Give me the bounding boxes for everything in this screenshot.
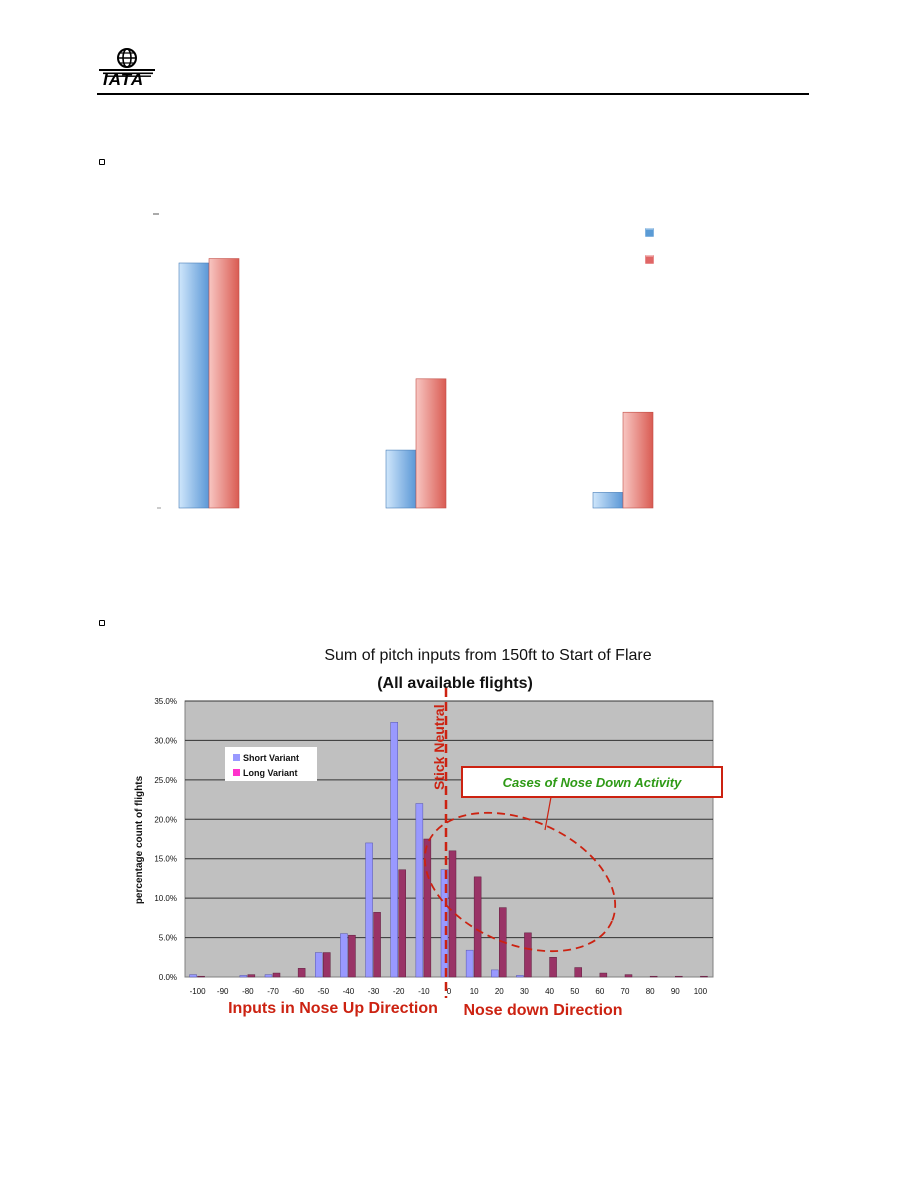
bar-long--10 [423, 838, 432, 978]
y-axis-label: percentage count of flights [134, 775, 145, 904]
legend-swatch-1 [644, 227, 655, 238]
x-tick-label: -10 [418, 987, 430, 996]
bar-long--50 [323, 952, 331, 978]
bullet-marker [99, 620, 105, 626]
x-tick-label: 10 [470, 987, 479, 996]
legend-label: Long Variant [243, 768, 298, 778]
legend-swatch-short [233, 754, 240, 761]
callout-box [461, 766, 723, 798]
bar-long--100 [197, 975, 205, 978]
chart-title: Sum of pitch inputs from 150ft to Start … [324, 647, 651, 664]
comparison-bar-chart [153, 213, 655, 509]
legend-label: Short Variant [243, 753, 299, 763]
bar-short-20 [491, 969, 499, 978]
x-tick-label: 70 [621, 987, 630, 996]
x-tick-label: 20 [495, 987, 504, 996]
y-tick-label: 20.0% [154, 815, 177, 824]
y-tick-label: 35.0% [154, 697, 177, 706]
y-tick-label: 15.0% [154, 855, 177, 864]
bar-short--10 [415, 803, 424, 978]
x-tick-label: 50 [570, 987, 579, 996]
bar-short--20 [390, 722, 398, 978]
iata-logo: IATA [97, 46, 157, 90]
x-tick-label: -70 [267, 987, 279, 996]
bar-series2-group1 [208, 258, 240, 509]
bar-short--100 [189, 974, 197, 978]
x-tick-label: 100 [694, 987, 708, 996]
x-tick-label: 40 [545, 987, 554, 996]
bar-long-80 [649, 975, 658, 978]
y-tick-label: 0.0% [159, 973, 177, 982]
bar-long-70 [624, 974, 633, 978]
bar-short--80 [239, 975, 248, 978]
bar-short-0 [440, 869, 449, 978]
bar-long-30 [524, 932, 532, 978]
bar-short--50 [315, 952, 323, 978]
nose-down-direction-label: Nose down Direction [463, 1002, 622, 1019]
bar-short--40 [340, 933, 348, 978]
x-tick-label: 90 [671, 987, 680, 996]
callout-pointer [544, 796, 552, 831]
globe-icon [99, 48, 155, 77]
bar-long-50 [574, 967, 582, 978]
bar-long-40 [549, 957, 557, 978]
bar-series1-group1 [178, 262, 210, 509]
bar-short--30 [365, 842, 373, 978]
legend-box [225, 747, 317, 781]
bar-long-90 [675, 975, 683, 978]
y-tick-label: 5.0% [159, 934, 177, 943]
header-rule [97, 93, 809, 95]
bar-short--70 [264, 974, 273, 978]
bar-long-100 [700, 975, 708, 978]
x-tick-label: 60 [595, 987, 604, 996]
legend-swatch-2 [644, 254, 655, 265]
legend-swatch-long [233, 769, 240, 776]
bar-series2-group3 [622, 411, 654, 509]
x-tick-label: 30 [520, 987, 529, 996]
x-tick-label: -80 [242, 987, 254, 996]
logo-text: IATA [103, 70, 145, 89]
bar-long--20 [398, 869, 406, 978]
chart-subtitle: (All available flights) [377, 675, 533, 692]
y-tick-label: 10.0% [154, 894, 177, 903]
bar-long-10 [473, 876, 482, 978]
bar-short-30 [516, 975, 524, 978]
x-tick-label: 0 [447, 987, 452, 996]
x-tick-label: 80 [646, 987, 655, 996]
y-tick-label: 30.0% [154, 736, 177, 745]
axis-top-mark [153, 213, 159, 215]
bar-long--80 [247, 974, 256, 978]
x-tick-label: -20 [393, 987, 405, 996]
nose-up-direction-label: Inputs in Nose Up Direction [228, 1000, 438, 1017]
bar-long--70 [272, 972, 281, 978]
bar-long--40 [348, 934, 356, 978]
x-tick-label: -60 [292, 987, 304, 996]
x-tick-label: -90 [217, 987, 229, 996]
bar-long--30 [373, 912, 381, 978]
x-tick-label: -30 [368, 987, 380, 996]
pitch-inputs-histogram: Sum of pitch inputs from 150ft to Start … [134, 647, 723, 1019]
x-tick-label: -50 [318, 987, 330, 996]
nose-down-ellipse [423, 811, 617, 953]
bar-long-60 [599, 972, 608, 978]
bar-long--60 [297, 968, 306, 978]
callout-text: Cases of Nose Down Activity [503, 775, 682, 790]
x-tick-label: -40 [343, 987, 355, 996]
y-tick-label: 25.0% [154, 776, 177, 785]
stick-neutral-label: Stick Neutral [431, 704, 447, 790]
bar-series2-group2 [415, 378, 447, 509]
bar-short-10 [465, 949, 474, 978]
bar-series1-group3 [592, 492, 624, 509]
bullet-marker [99, 159, 105, 165]
x-tick-label: -100 [190, 987, 207, 996]
bar-series1-group2 [385, 449, 417, 509]
